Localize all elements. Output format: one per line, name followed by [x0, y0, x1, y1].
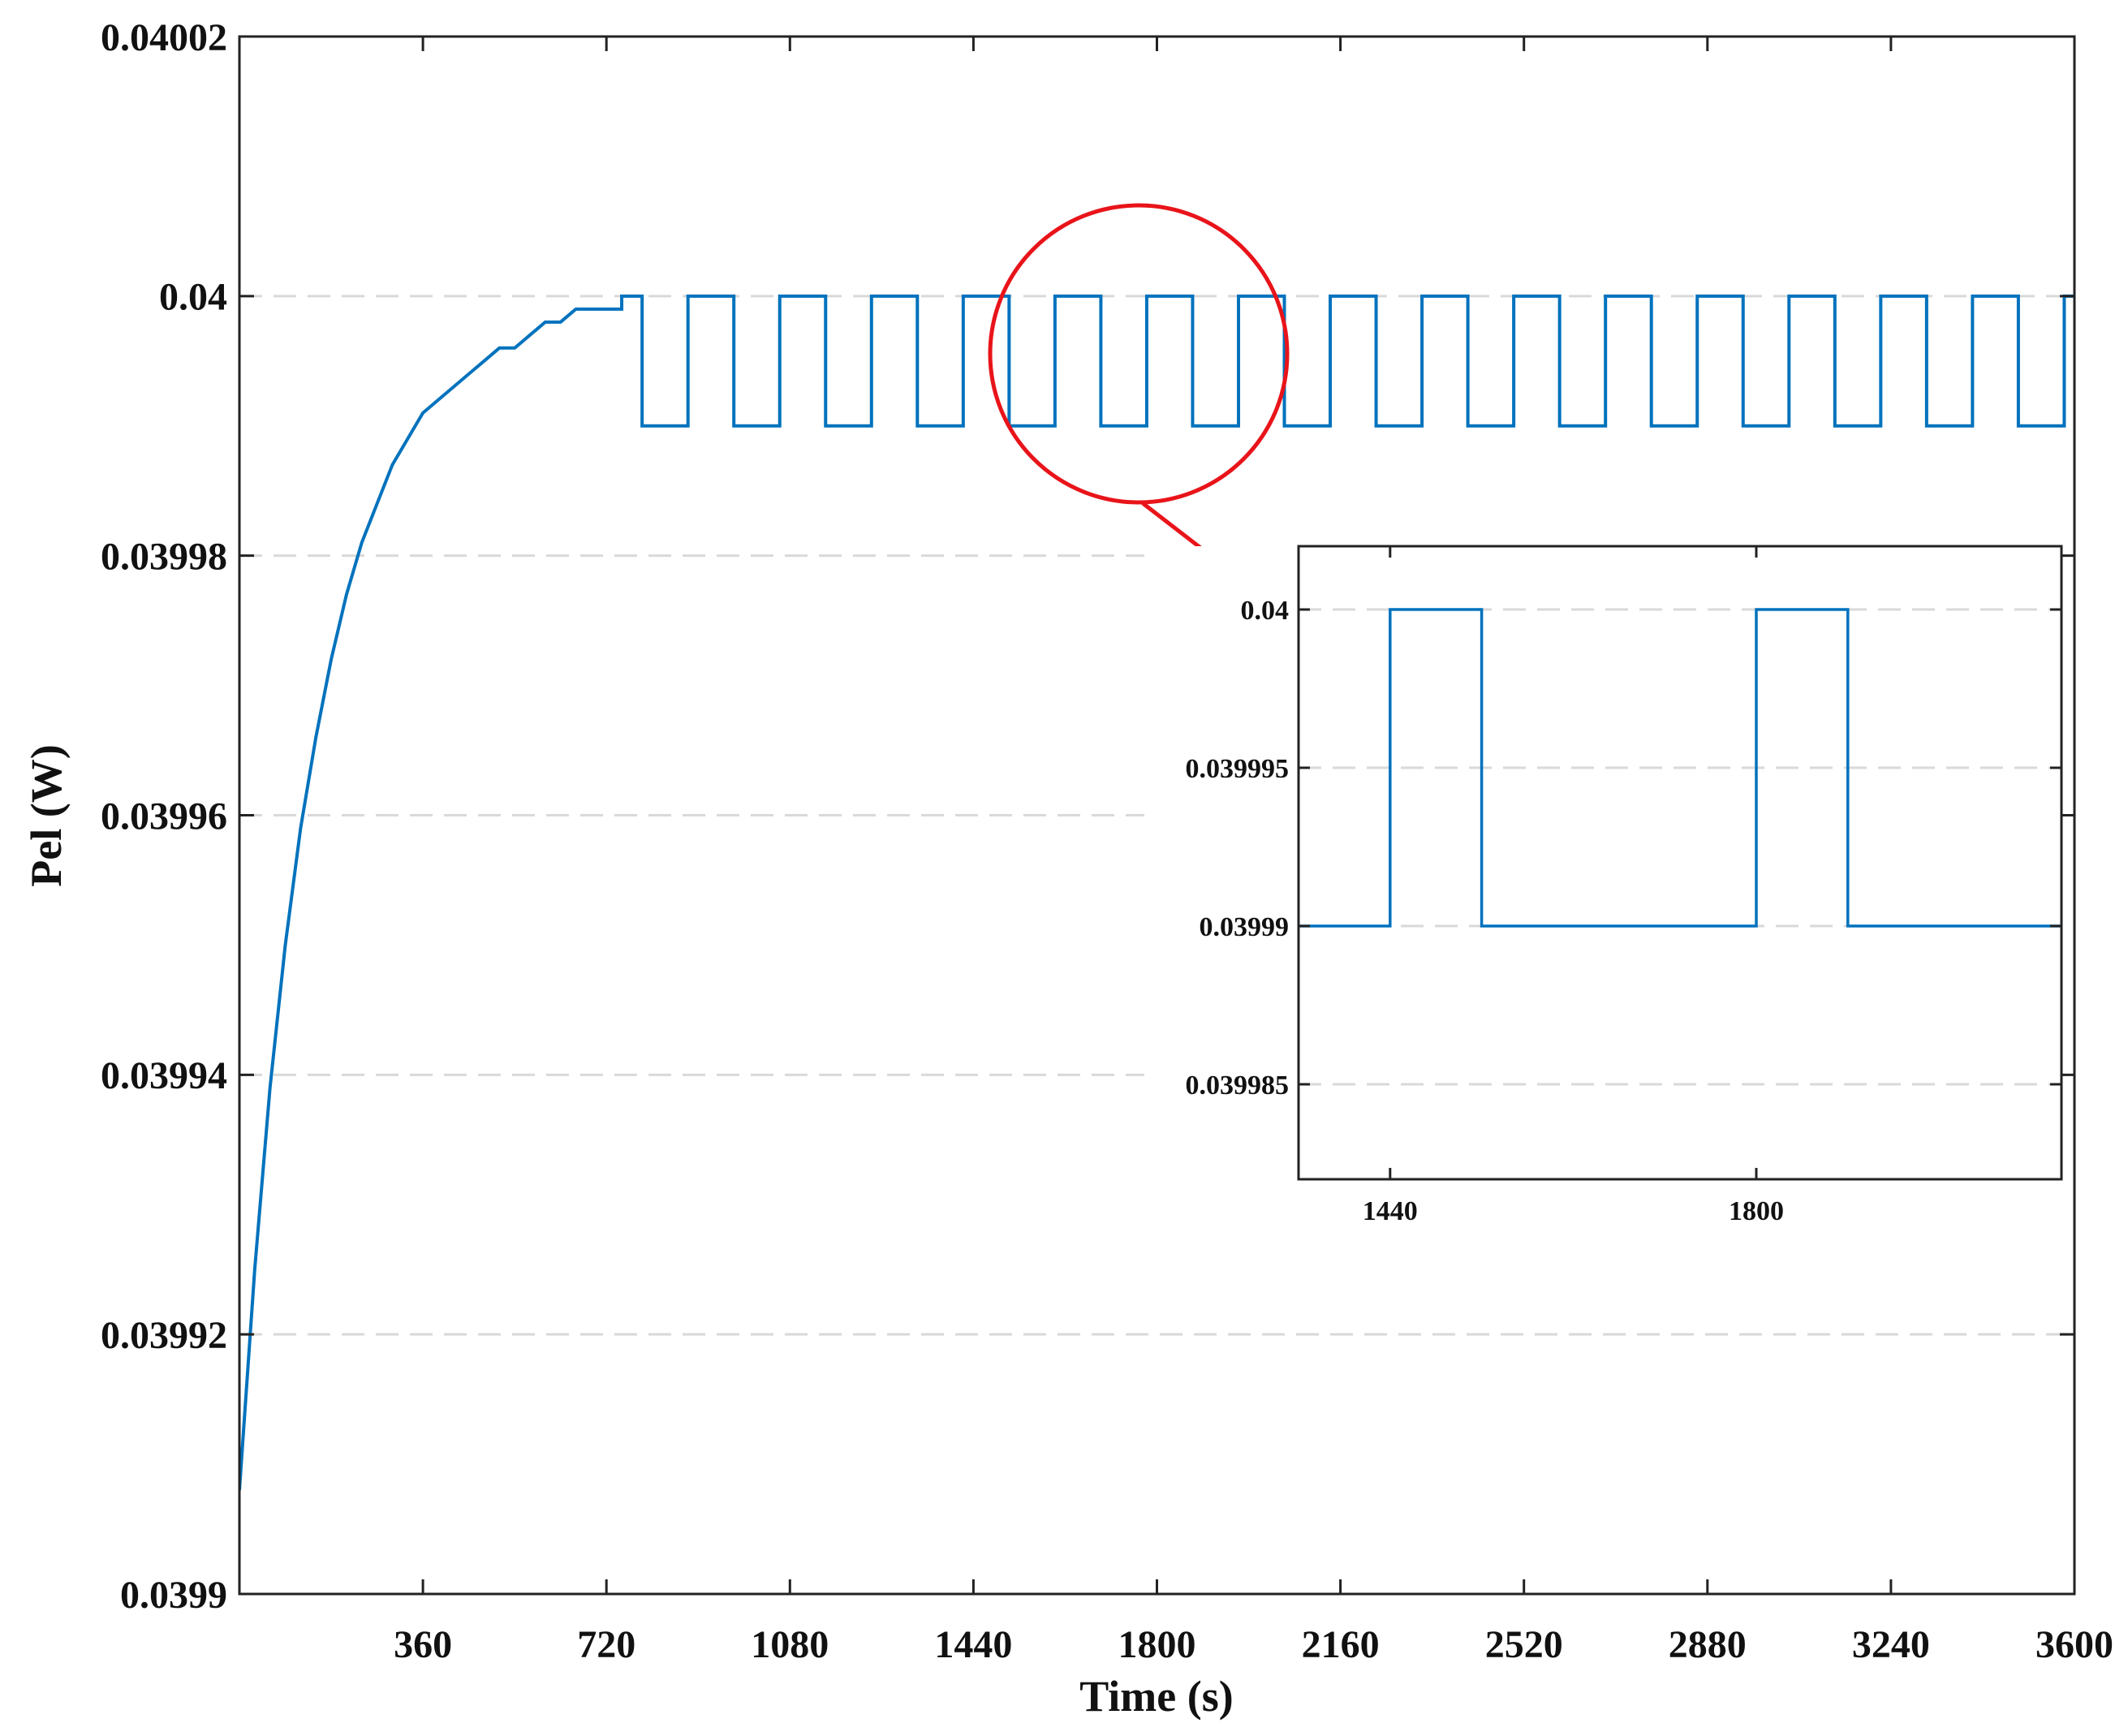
y-tick-label: 0.03992 — [101, 1314, 227, 1357]
x-tick-label: 2880 — [1669, 1623, 1747, 1666]
zoom-highlight-circle — [988, 203, 1290, 505]
x-tick-label: 1440 — [1363, 1196, 1418, 1226]
y-tick-label: 0.03994 — [101, 1054, 227, 1097]
y-axis-title: Pel (W) — [22, 744, 71, 886]
inset-plot-frame — [1297, 545, 2063, 1181]
x-tick-label: 3600 — [2035, 1623, 2113, 1666]
inset-plot: 1440 1800 0.039985 0.03999 0.039995 0.04 — [1144, 545, 2063, 1226]
x-tick-label: 3240 — [1852, 1623, 1930, 1666]
inset-series — [1299, 608, 2061, 928]
y-tick-label: 0.03996 — [101, 795, 227, 838]
y-tick-label: 0.04 — [1241, 596, 1290, 626]
x-tick-label: 1080 — [751, 1623, 829, 1666]
inset-plot-background — [1299, 546, 2061, 1179]
y-tick-label: 0.039985 — [1186, 1070, 1290, 1101]
inset-ticks — [1299, 546, 2061, 1179]
y-tick-label: 0.039995 — [1186, 754, 1290, 784]
x-tick-label: 2160 — [1302, 1623, 1380, 1666]
x-tick-label: 1440 — [934, 1623, 1012, 1666]
y-tick-label: 0.04002 — [101, 16, 227, 59]
series-line — [1299, 608, 2061, 928]
x-axis-title: Time (s) — [1079, 1672, 1233, 1721]
inset-x-tick-labels: 1440 1800 — [1363, 1196, 1784, 1226]
main-x-tick-labels: 360 720 1080 1440 1800 2160 2520 2880 3240 3600 — [394, 1623, 2113, 1666]
x-tick-label: 720 — [577, 1623, 635, 1666]
main-series — [239, 294, 2074, 1491]
y-tick-label: 0.0399 — [120, 1574, 227, 1617]
y-tick-label: 0.03998 — [101, 535, 227, 578]
x-tick-label: 1800 — [1118, 1623, 1196, 1666]
y-tick-label: 0.04 — [159, 276, 227, 319]
x-tick-label: 360 — [394, 1623, 452, 1666]
y-tick-label: 0.03999 — [1200, 912, 1290, 942]
main-y-tick-labels: 0.0399 0.03992 0.03994 0.03996 0.03998 0.04 0.… — [101, 16, 227, 1617]
series-line — [239, 294, 2074, 1491]
x-tick-label: 2520 — [1485, 1623, 1563, 1666]
inset-y-tick-labels: 0.039985 0.03999 0.039995 0.04 — [1186, 596, 1290, 1101]
inset-label-background — [1144, 546, 1299, 1179]
x-tick-label: 1800 — [1729, 1196, 1784, 1226]
